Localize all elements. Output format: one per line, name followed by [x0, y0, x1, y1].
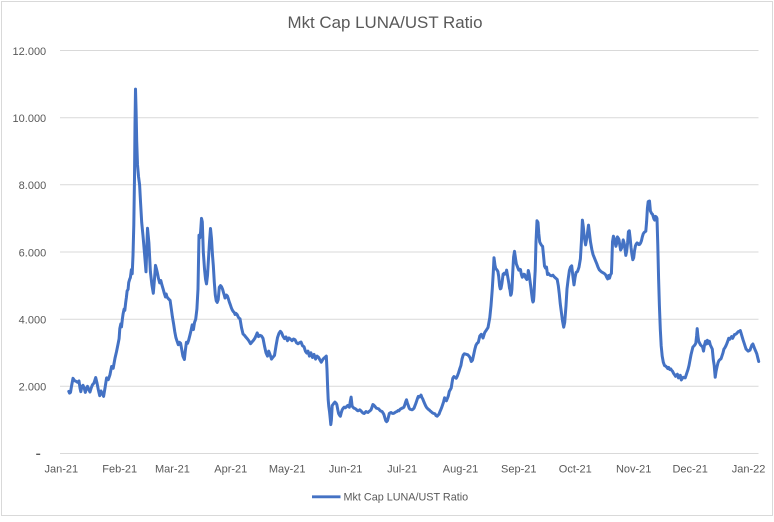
svg-text:4.000: 4.000: [19, 315, 47, 327]
svg-text:Dec-21: Dec-21: [672, 464, 707, 476]
svg-text:Jun-21: Jun-21: [329, 464, 363, 476]
svg-text:Apr-21: Apr-21: [214, 464, 247, 476]
svg-text:Jan-22: Jan-22: [732, 464, 766, 476]
svg-text:May-21: May-21: [269, 464, 306, 476]
svg-text:Mkt Cap LUNA/UST Ratio: Mkt Cap LUNA/UST Ratio: [288, 13, 483, 32]
svg-text:Mar-21: Mar-21: [155, 464, 190, 476]
svg-text:12.000: 12.000: [13, 46, 47, 58]
svg-text:Nov-21: Nov-21: [616, 464, 651, 476]
svg-text:Feb-21: Feb-21: [102, 464, 137, 476]
svg-text:8.000: 8.000: [19, 180, 47, 192]
svg-text:10.000: 10.000: [13, 113, 47, 125]
svg-text:Aug-21: Aug-21: [443, 464, 478, 476]
svg-text:Mkt Cap LUNA/UST Ratio: Mkt Cap LUNA/UST Ratio: [344, 492, 469, 504]
svg-text:Oct-21: Oct-21: [559, 464, 592, 476]
svg-text:Jan-21: Jan-21: [44, 464, 78, 476]
svg-text:6.000: 6.000: [19, 247, 47, 259]
svg-text:2.000: 2.000: [19, 382, 47, 394]
svg-text:Jul-21: Jul-21: [387, 464, 417, 476]
svg-text:Sep-21: Sep-21: [501, 464, 536, 476]
